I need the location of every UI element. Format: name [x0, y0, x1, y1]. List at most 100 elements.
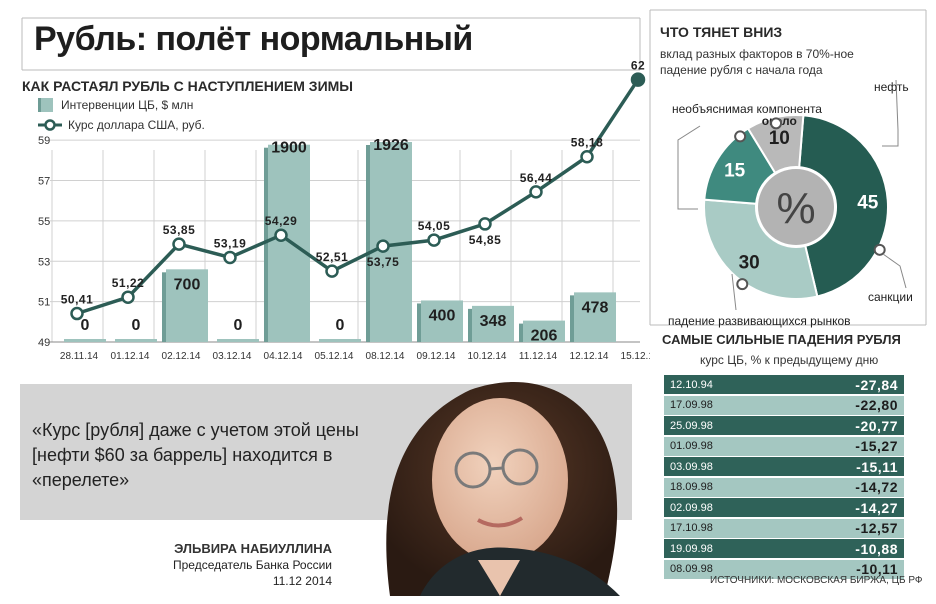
chart-title: КАК РАСТАЯЛ РУБЛЬ С НАСТУПЛЕНИЕМ ЗИМЫ — [22, 78, 354, 94]
intervention-bar-side — [519, 323, 523, 342]
intervention-value-label: 1900 — [271, 140, 307, 157]
intervention-value-label: 1926 — [373, 137, 409, 154]
intervention-bar — [217, 339, 259, 342]
rate-value-label: 58,18 — [571, 136, 604, 150]
x-tick-label: 01.12.14 — [111, 351, 150, 362]
rate-value-label: 56,44 — [520, 171, 553, 185]
row-date: 03.09.98 — [670, 460, 713, 473]
line-legend-icon — [38, 119, 62, 131]
callout-line — [882, 79, 899, 147]
pie-subtitle: вклад разных факторов в 70%-ное падение … — [660, 47, 854, 77]
rate-point — [478, 217, 492, 231]
intervention-bar — [574, 292, 616, 342]
intervention-value-label: 0 — [81, 317, 90, 334]
intervention-value-label: 0 — [234, 317, 243, 334]
donut-value-label: 10 — [769, 128, 790, 149]
pie-label-em: падение развивающихся рынков — [668, 314, 851, 328]
legend-label: Курс доллара США, руб. — [68, 118, 205, 132]
table-row: 08.09.98 -10,11 — [664, 559, 904, 579]
row-value: -14,27 — [855, 499, 898, 516]
intervention-value-label: 348 — [480, 313, 507, 330]
x-tick-label: 08.12.14 — [366, 351, 405, 362]
row-value: -15,27 — [855, 438, 898, 454]
legend-item-interventions: Интервенции ЦБ, $ млн — [38, 98, 193, 112]
x-tick-label: 12.12.14 — [570, 351, 609, 362]
pie-label-oil: нефть — [874, 80, 909, 94]
donut-slice — [703, 198, 819, 300]
donut-center-label: % — [776, 184, 815, 233]
table-row: 18.09.98 -14,72 — [664, 477, 904, 497]
x-tick-label: 05.12.14 — [315, 351, 354, 362]
row-value: -12,57 — [855, 520, 898, 536]
rate-value-label: 54,05 — [418, 219, 451, 233]
table-row: 17.09.98 -22,80 — [664, 395, 904, 415]
rate-point — [274, 228, 288, 242]
table-row: 19.09.98 -10,88 — [664, 539, 904, 558]
y-tick-label: 55 — [38, 216, 50, 228]
rate-value-label: 50,41 — [61, 293, 94, 307]
donut-value-label: 30 — [739, 253, 760, 274]
intervention-bar — [472, 305, 514, 342]
intervention-bar-side — [264, 147, 268, 342]
callout-dot — [770, 117, 783, 130]
legend-label: Интервенции ЦБ, $ млн — [61, 98, 194, 112]
x-tick-label: 04.12.14 — [264, 351, 303, 362]
sources-note: ИСТОЧНИКИ: МОСКОВСКАЯ БИРЖА, ЦБ РФ — [710, 575, 923, 586]
quote-text: «Курс [рубля] даже с учетом этой цены [н… — [32, 420, 359, 490]
factors-donut-chart: 45301510около% — [677, 79, 907, 311]
y-tick-label: 57 — [38, 176, 50, 188]
y-tick-label: 49 — [38, 337, 50, 349]
pie-label-sanctions: санкции — [868, 290, 913, 304]
intervention-bar-side — [162, 272, 166, 342]
drops-table: 12.10.94 -27,84 17.09.98 -22,80 25.09.98 -20,… — [664, 375, 904, 580]
row-date: 12.10.94 — [670, 378, 713, 391]
rate-value-label: 62 — [631, 59, 645, 73]
x-tick-label: 09.12.14 — [417, 351, 456, 362]
row-value: -10,88 — [855, 540, 898, 557]
x-tick-label: 02.12.14 — [162, 351, 201, 362]
row-date: 18.09.98 — [670, 481, 713, 493]
donut-slice — [798, 114, 889, 298]
rate-point — [70, 306, 84, 321]
page-title: Рубль: полёт нормальный — [34, 20, 473, 58]
rate-point — [427, 233, 441, 247]
table-row: 02.09.98 -14,27 — [664, 498, 904, 517]
row-date: 17.09.98 — [670, 399, 713, 411]
table-row: 12.10.94 -27,84 — [664, 375, 904, 394]
table-row: 03.09.98 -15,11 — [664, 457, 904, 476]
callout-line — [882, 253, 907, 289]
rate-value-label: 51,22 — [112, 276, 145, 290]
rate-point — [630, 72, 646, 87]
quote-date: 11.12 2014 — [272, 574, 332, 588]
callout-line — [677, 125, 701, 210]
intervention-bar — [268, 144, 310, 342]
rate-point — [325, 264, 339, 278]
intervention-bar — [166, 269, 208, 342]
row-value: -27,84 — [855, 376, 898, 393]
intervention-value-label: 206 — [531, 328, 558, 345]
drops-table-title: САМЫЕ СИЛЬНЫЕ ПАДЕНИЯ РУБЛЯ — [662, 332, 901, 347]
intervention-bar — [64, 339, 106, 342]
row-value: -20,77 — [855, 417, 898, 434]
row-value: -14,72 — [855, 479, 898, 495]
intervention-value-label: 700 — [174, 276, 201, 293]
row-value: -22,80 — [855, 397, 898, 413]
intervention-bar — [319, 339, 361, 342]
table-row: 01.09.98 -15,27 — [664, 436, 904, 456]
rate-point — [172, 237, 186, 251]
x-tick-label: 28.11.14 — [60, 351, 99, 362]
donut-slice — [746, 114, 805, 175]
portrait-image — [386, 382, 620, 596]
intervention-bar-side — [366, 145, 370, 342]
intervention-value-label: 400 — [429, 307, 456, 324]
row-date: 17.10.98 — [670, 522, 713, 534]
y-tick-label: 51 — [38, 297, 50, 309]
intervention-bar-side — [570, 295, 574, 342]
intervention-bar — [115, 339, 157, 342]
intervention-bar-side — [417, 303, 421, 342]
row-date: 02.09.98 — [670, 501, 713, 514]
row-value: -15,11 — [856, 458, 898, 475]
donut-value-label: 45 — [857, 192, 879, 213]
rate-point — [529, 185, 543, 199]
